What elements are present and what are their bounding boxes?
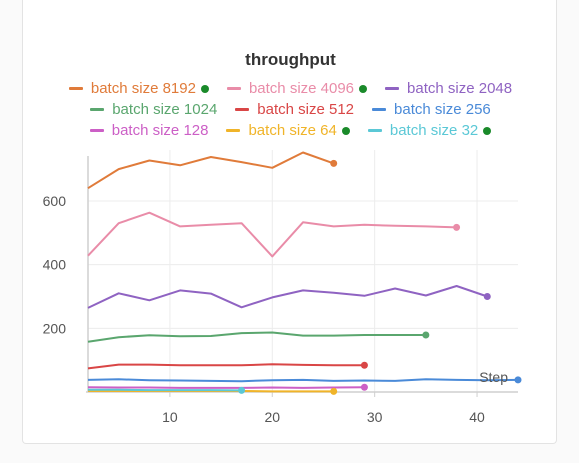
legend-swatch — [90, 108, 105, 111]
legend-label: batch size 64 — [248, 122, 337, 139]
series-endpoint-batch-size-8192[interactable] — [330, 159, 338, 167]
legend-label: batch size 4096 — [248, 80, 355, 97]
axes: 200 400 600 10 20 30 40 — [43, 156, 518, 425]
legend-status-dot-icon — [341, 126, 350, 135]
series-endpoint-batch-size-1024[interactable] — [422, 331, 430, 339]
series-endpoint-batch-size-256[interactable] — [514, 376, 522, 384]
legend-row: batch size 1024 batch size 512 batch siz… — [23, 99, 558, 120]
series-line-batch-size-2048[interactable] — [87, 285, 488, 309]
legend-item-batch-size-8192[interactable]: batch size 8192 — [68, 80, 209, 97]
legend-status-dot-icon — [359, 84, 368, 93]
legend-label: batch size 512 — [257, 101, 355, 118]
series-line-batch-size-512[interactable] — [87, 363, 365, 370]
series-line-batch-size-256[interactable] — [87, 378, 519, 383]
legend-swatch — [372, 108, 387, 111]
series-endpoint-batch-size-4096[interactable] — [453, 223, 461, 231]
legend-swatch — [226, 87, 241, 90]
series-layer — [87, 151, 522, 395]
series-line-batch-size-32[interactable] — [88, 388, 242, 392]
series-line-batch-size-8192[interactable] — [87, 151, 335, 190]
legend-label: batch size 128 — [111, 122, 209, 139]
legend-item-batch-size-32[interactable]: batch size 32 — [367, 122, 492, 139]
legend-item-batch-size-128[interactable]: batch size 128 — [89, 122, 209, 139]
series-endpoint-batch-size-128[interactable] — [360, 383, 368, 391]
chart-title: throughput — [245, 50, 336, 69]
legend-swatch — [68, 87, 83, 90]
legend-status-dot-icon — [200, 84, 209, 93]
legend-status-dot-icon — [483, 126, 492, 135]
legend-item-batch-size-4096[interactable]: batch size 4096 — [226, 80, 368, 97]
series-endpoint-batch-size-2048[interactable] — [483, 292, 491, 300]
chart-legend: batch size 8192 batch size 4096 batch si… — [23, 78, 558, 141]
legend-swatch — [367, 129, 382, 132]
legend-label: batch size 1024 — [112, 101, 218, 118]
legend-label: batch size 2048 — [407, 80, 513, 97]
legend-swatch — [226, 129, 241, 132]
series-line-batch-size-128[interactable] — [87, 386, 365, 389]
legend-item-batch-size-1024[interactable]: batch size 1024 — [90, 101, 217, 118]
series-endpoint-batch-size-32[interactable] — [238, 386, 246, 394]
x-tick-label: 10 — [162, 409, 178, 425]
legend-item-batch-size-512[interactable]: batch size 512 — [235, 101, 354, 118]
legend-swatch — [235, 108, 250, 111]
legend-label: batch size 8192 — [90, 80, 196, 97]
series-line-batch-size-4096[interactable] — [87, 211, 457, 258]
legend-item-batch-size-2048[interactable]: batch size 2048 — [385, 80, 512, 97]
grid-lines — [88, 150, 518, 392]
legend-row: batch size 8192 batch size 4096 batch si… — [23, 78, 558, 99]
x-tick-label: 30 — [367, 409, 383, 425]
legend-label: batch size 32 — [389, 122, 479, 139]
series-line-batch-size-1024[interactable] — [87, 331, 426, 343]
legend-swatch — [89, 129, 104, 132]
legend-label: batch size 256 — [394, 101, 491, 118]
x-axis-label: Step — [479, 369, 508, 385]
y-tick-label: 200 — [43, 320, 67, 336]
legend-item-batch-size-64[interactable]: batch size 64 — [226, 122, 350, 139]
legend-item-batch-size-256[interactable]: batch size 256 — [372, 101, 491, 118]
series-endpoint-batch-size-512[interactable] — [360, 361, 368, 369]
series-endpoint-batch-size-64[interactable] — [330, 387, 338, 395]
y-tick-label: 400 — [43, 257, 67, 273]
legend-row: batch size 128 batch size 64 batch size … — [23, 120, 558, 141]
x-tick-label: 20 — [264, 409, 280, 425]
y-tick-label: 600 — [43, 193, 67, 209]
x-tick-label: 40 — [469, 409, 485, 425]
legend-swatch — [385, 87, 400, 90]
chart-panel: throughput batch size 8192 batch size 40… — [22, 0, 557, 444]
